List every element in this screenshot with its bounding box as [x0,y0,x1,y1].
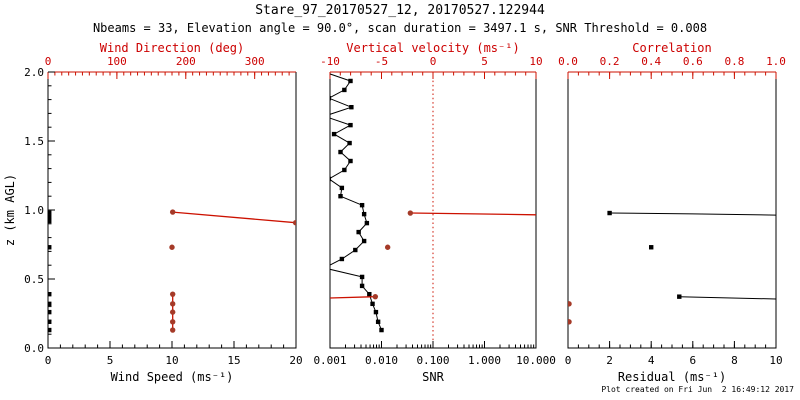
svg-text:300: 300 [245,55,265,68]
axis-title-snr-top: Vertical velocity (ms⁻¹) [346,41,519,55]
svg-text:0.100: 0.100 [416,354,449,367]
svg-text:0.0: 0.0 [558,55,578,68]
svg-text:1.000: 1.000 [468,354,501,367]
svg-text:0.2: 0.2 [600,55,620,68]
svg-text:200: 200 [176,55,196,68]
svg-text:5: 5 [107,354,114,367]
svg-text:2: 2 [606,354,613,367]
series-residual-profile [607,210,776,300]
axis-title-residual-bottom: Residual (ms⁻¹) [618,370,726,384]
svg-text:0: 0 [45,55,52,68]
panel-residual: 0 2 4 6 8 10 Residual (ms⁻¹) 0.0 0.2 0.4 0.6 0.8 1.0… [558,41,786,384]
svg-text:6: 6 [689,354,696,367]
svg-text:0.5: 0.5 [24,273,44,286]
series-vertical-velocity [330,210,536,300]
svg-text:0.4: 0.4 [641,55,661,68]
svg-text:100: 100 [107,55,127,68]
panel-snr: 0.001 0.010 0.100 1.000 10.000 SNR -10 -5 0 5 10 Ve… [313,41,555,384]
series-correlation [568,301,572,325]
axis-title-residual-top: Correlation [632,41,711,55]
svg-text:10.000: 10.000 [516,354,556,367]
svg-text:-5: -5 [375,55,388,68]
svg-text:10: 10 [165,354,178,367]
svg-text:0.001: 0.001 [313,354,346,367]
svg-text:0: 0 [430,55,437,68]
svg-text:0: 0 [565,354,572,367]
series-wind-direction [169,209,296,333]
y-axis-title: z (km AGL) [3,174,17,246]
plot-created-timestamp: Plot created on Fri Jun 2 16:49:12 2017 [601,385,794,394]
svg-text:10: 10 [529,55,542,68]
svg-text:5: 5 [481,55,488,68]
svg-text:4: 4 [648,354,655,367]
panel-wind: 0 5 10 15 20 Wind Speed (ms⁻¹) 0 100 200 300Wind … [3,41,303,384]
plot-title: Stare_97_20170527_12, 20170527.122944 [255,3,545,18]
svg-text:1.5: 1.5 [24,135,44,148]
svg-text:2.0: 2.0 [24,66,44,79]
plot-subtitle: Nbeams = 33, Elevation angle = 90.0°, sc… [92,21,708,35]
svg-text:10: 10 [769,354,782,367]
svg-text:0.0: 0.0 [24,342,44,355]
axis-title-snr-bottom: SNR [422,370,444,384]
axis-title-wind-bottom: Wind Speed (ms⁻¹) [111,370,234,384]
svg-text:0: 0 [45,354,52,367]
svg-text:0.010: 0.010 [365,354,398,367]
series-snr-profile [330,73,384,333]
series-wind-speed [48,210,52,333]
svg-text:15: 15 [227,354,240,367]
axis-title-wind-top: Wind Direction (deg) [100,41,245,55]
svg-text:0.8: 0.8 [724,55,744,68]
svg-text:20: 20 [289,354,302,367]
svg-text:1.0: 1.0 [24,204,44,217]
svg-text:1.0: 1.0 [766,55,786,68]
svg-text:0.6: 0.6 [683,55,703,68]
svg-text:8: 8 [731,354,738,367]
svg-text:-10: -10 [320,55,340,68]
